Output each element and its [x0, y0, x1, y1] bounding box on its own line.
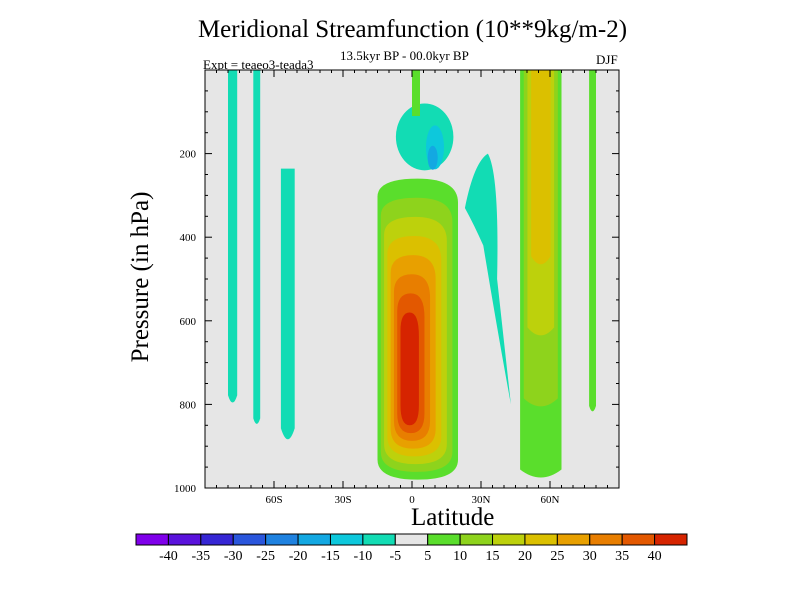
colorbar-box [200, 533, 234, 546]
y-tick-label: 200 [180, 149, 197, 161]
colorbar-box [297, 533, 331, 546]
colorbar-box [427, 533, 461, 546]
x-tick-label: 0 [409, 494, 415, 506]
x-tick-label: 30S [334, 494, 351, 506]
y-tick-label: 800 [180, 399, 197, 411]
colorbar-box [329, 533, 364, 546]
colorbar-label: 10 [453, 549, 467, 564]
colorbar-label: -5 [389, 549, 401, 564]
colorbar-box [492, 533, 526, 546]
northern-subtropical-cell-fill [464, 153, 511, 405]
upper-tropical-level--20 [427, 145, 438, 170]
colorbar-box [621, 533, 656, 546]
colorbar-box [265, 533, 299, 546]
colorbar-label: 35 [615, 549, 629, 564]
chart-title: Meridional Streamfunction (10**9kg/m-2) [197, 16, 628, 43]
colorbar-label: 30 [583, 549, 597, 564]
equatorial-top-strip [412, 70, 420, 116]
colorbar-label: 15 [486, 549, 500, 564]
colorbar-label: 5 [424, 549, 431, 564]
colorbar-label: 25 [550, 549, 564, 564]
chart-subtitle: 13.5kyr BP - 00.0kyr BP [340, 48, 469, 63]
colorbar-label: 40 [648, 549, 662, 564]
y-tick-label: 400 [180, 232, 197, 244]
colorbar-box [394, 533, 429, 546]
main-tropical-level-40 [400, 312, 419, 426]
colorbar-box [654, 533, 688, 546]
contour-fills [228, 70, 596, 480]
colorbar-box [556, 533, 591, 546]
colorbar-box [232, 533, 267, 546]
colorbar-box [589, 533, 623, 546]
colorbar-label: -35 [191, 549, 210, 564]
y-tick-label: 600 [180, 316, 197, 328]
colorbar-label: -15 [321, 549, 340, 564]
colorbar-box [135, 533, 169, 546]
northern-midlatitude-level-20 [531, 70, 551, 265]
axis-ticks: 60S 30S 0 30N 60N 200 400 600 800 1000 [174, 70, 619, 506]
colorbar-label: -10 [354, 549, 373, 564]
experiment-label: Expt = teaeo3-teada3 [203, 57, 314, 72]
colorbar-box [459, 533, 494, 546]
season-label: DJF [596, 52, 618, 67]
southern-hemisphere-band-3-fill [280, 168, 295, 440]
colorbar-box [167, 533, 202, 546]
colorbar-box [362, 533, 396, 546]
polar-band-fill [589, 70, 596, 412]
southern-hemisphere-band-2-fill [253, 70, 261, 424]
colorbar-label: -30 [224, 549, 243, 564]
colorbar: -40 -35 -30 -25 -20 -15 -10 -5 5 10 15 20 25 30 35 40 [135, 533, 688, 564]
colorbar-label: -20 [289, 549, 308, 564]
colorbar-label: -40 [159, 549, 178, 564]
colorbar-label: 20 [518, 549, 532, 564]
x-tick-label: 60S [265, 494, 282, 506]
x-axis-label: Latitude [411, 504, 495, 531]
upper-tropical-cell-fill [395, 103, 454, 171]
southern-hemisphere-band-1-fill [228, 70, 238, 403]
x-tick-label: 60N [541, 494, 560, 506]
colorbar-box [524, 533, 558, 546]
colorbar-label: -25 [256, 549, 275, 564]
y-tick-label: 1000 [174, 483, 197, 495]
x-tick-label: 30N [472, 494, 491, 506]
